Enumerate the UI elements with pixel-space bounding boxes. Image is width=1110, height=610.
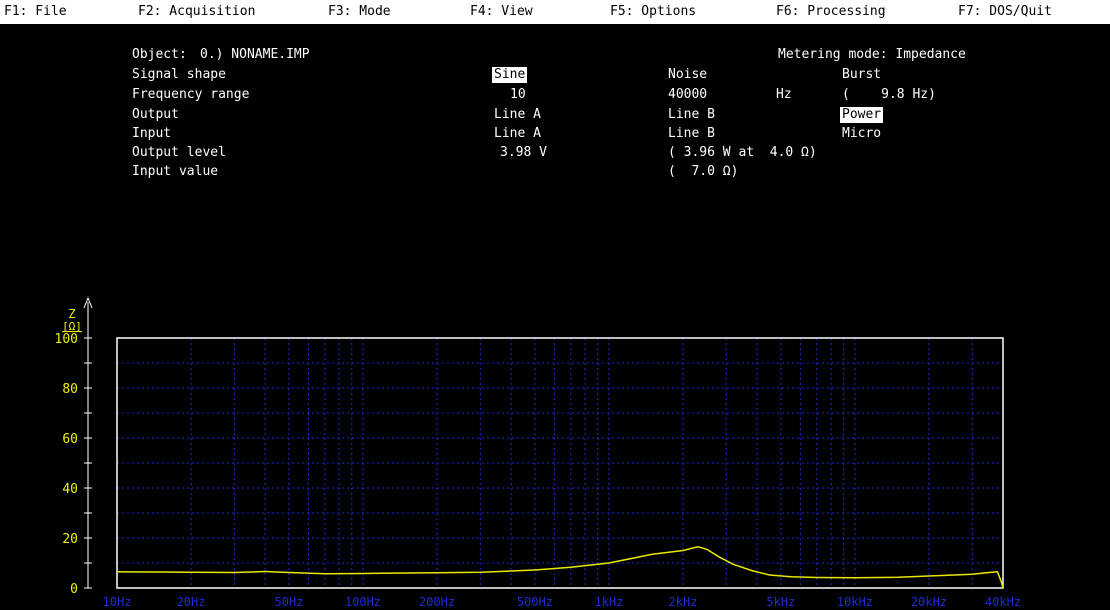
x-tick-label: 500Hz — [517, 595, 553, 609]
x-tick-label: 20kHz — [911, 595, 947, 609]
y-tick-label: 20 — [62, 532, 78, 547]
frequency-range-label: Frequency range — [132, 87, 250, 102]
object-value: 0.) NONAME.IMP — [200, 47, 310, 62]
input-line-a-option[interactable]: Line A — [494, 126, 541, 141]
frequency-to-value[interactable]: 40000 — [668, 87, 708, 102]
metering-mode: Metering mode: Impedance — [778, 47, 966, 62]
y-tick-label: 60 — [62, 432, 78, 447]
object-label: Object: — [132, 47, 187, 62]
chart-axes — [83, 296, 1004, 589]
x-tick-label: 5kHz — [766, 595, 795, 609]
impedance-curve — [116, 546, 1004, 589]
output-label: Output — [132, 107, 179, 122]
menu-acquisition[interactable]: F2: Acquisition — [138, 4, 256, 19]
output-power-option[interactable]: Power — [840, 107, 884, 123]
chart-labels: 0 20 40 60 80 100 Z[Ω] 10Hz 20Hz 50Hz 100Hz 200Hz 50… — [55, 307, 1022, 609]
plot-frame — [116, 337, 1004, 589]
menu-processing[interactable]: F6: Processing — [776, 4, 886, 19]
y-axis-symbol: Z — [68, 307, 75, 321]
y-axis-arrow — [83, 296, 93, 309]
y-tick-label: 40 — [62, 482, 78, 497]
y-axis-unit: [Ω] — [62, 320, 82, 333]
menu-mode[interactable]: F3: Mode — [328, 4, 391, 19]
y-tick-label: 0 — [70, 582, 78, 597]
x-tick-label: 2kHz — [669, 595, 698, 609]
y-tick-label: 80 — [62, 382, 78, 397]
x-tick-label: 100Hz — [345, 595, 381, 609]
signal-shape-noise-option[interactable]: Noise — [668, 67, 708, 82]
chart-curve-layer — [116, 546, 1004, 589]
x-tick-label: 200Hz — [419, 595, 455, 609]
frequency-from-value[interactable]: 10 — [510, 87, 526, 102]
input-value-label: Input value — [132, 164, 219, 179]
output-level-value[interactable]: 3.98 V — [500, 145, 547, 160]
input-label: Input — [132, 126, 172, 141]
menu-options[interactable]: F5: Options — [610, 4, 697, 19]
signal-shape-label: Signal shape — [132, 67, 226, 82]
output-line-a-option[interactable]: Line A — [494, 107, 541, 122]
x-tick-label: 10Hz — [103, 595, 132, 609]
input-value-detail: ( 7.0 Ω) — [668, 164, 739, 179]
x-tick-label: 50Hz — [274, 595, 303, 609]
menu-file[interactable]: F1: File — [4, 4, 67, 19]
x-tick-label: 1kHz — [594, 595, 623, 609]
frequency-unit: Hz — [776, 87, 792, 102]
x-tick-label: 10kHz — [837, 595, 873, 609]
menu-dos-quit[interactable]: F7: DOS/Quit — [958, 4, 1052, 19]
signal-shape-burst-option[interactable]: Burst — [842, 67, 882, 82]
output-level-detail: ( 3.96 W at 4.0 Ω) — [668, 145, 817, 160]
input-line-b-option[interactable]: Line B — [668, 126, 715, 141]
input-micro-option[interactable]: Micro — [842, 126, 882, 141]
menu-view[interactable]: F4: View — [470, 4, 533, 19]
output-level-label: Output level — [132, 145, 226, 160]
x-tick-label: 20Hz — [177, 595, 206, 609]
x-tick-label: 40kHz — [985, 595, 1021, 609]
signal-shape-sine-option[interactable]: Sine — [492, 67, 528, 83]
y-tick-label: 100 — [55, 332, 78, 347]
chart-grid — [117, 338, 1003, 588]
output-line-b-option[interactable]: Line B — [668, 107, 715, 122]
frequency-step: ( 9.8 Hz) — [842, 87, 936, 102]
menu-bar: F1: File F2: Acquisition F3: Mode F4: Vi… — [0, 0, 1110, 24]
